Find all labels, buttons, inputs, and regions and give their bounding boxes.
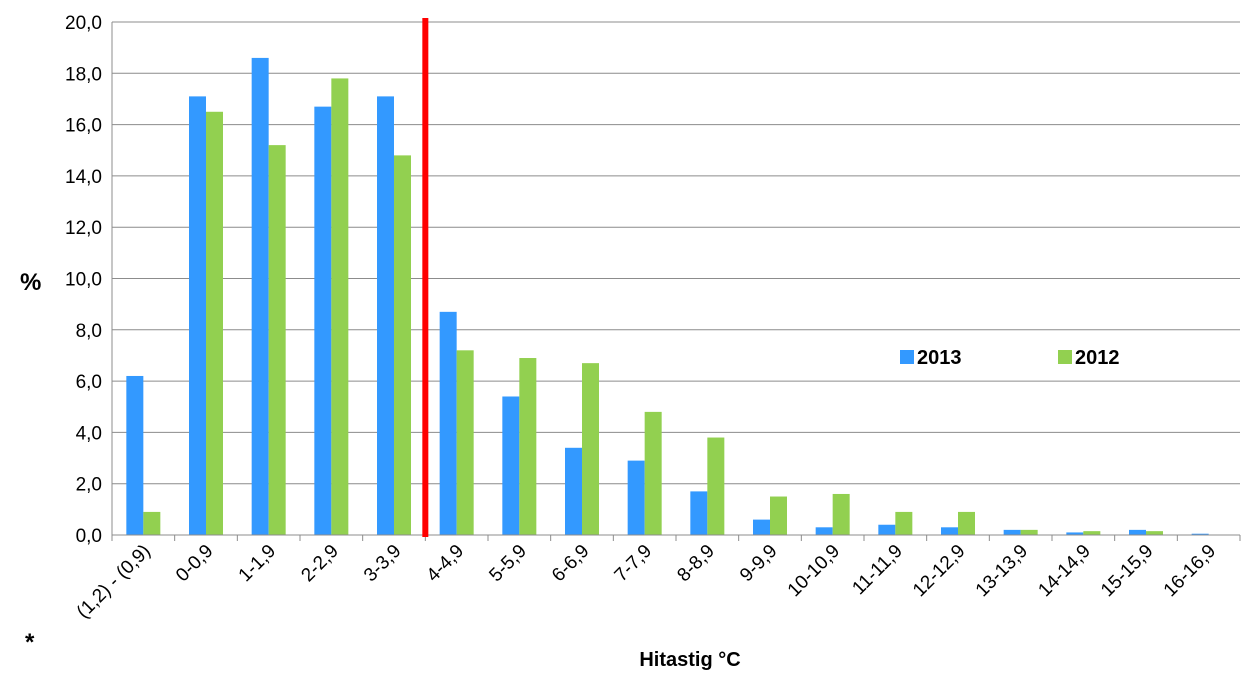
bar-2013 — [753, 519, 770, 535]
legend-swatch-2013 — [900, 350, 914, 364]
x-axis-title: Hitastig °C — [639, 649, 740, 671]
bar-2012 — [1020, 529, 1038, 535]
bar-2012 — [519, 358, 537, 535]
x-tick-label: 14-14,9 — [1034, 541, 1094, 601]
y-tick-label: 4,0 — [76, 423, 102, 444]
bar-2012 — [707, 437, 725, 535]
x-tick-label: (1,2) - (0,9) — [73, 541, 155, 623]
bar-2013 — [314, 106, 332, 536]
bar-2012 — [895, 511, 913, 535]
bar-2013 — [815, 527, 833, 535]
x-tick-label: 0-0,9 — [172, 541, 217, 586]
bar-2013 — [189, 96, 206, 535]
y-tick-label: 16,0 — [65, 116, 102, 137]
bar-2013 — [439, 311, 457, 535]
x-tick-label: 3-3,9 — [360, 541, 405, 586]
y-tick-label: 10,0 — [65, 270, 102, 291]
bar-2013 — [1003, 529, 1021, 535]
y-tick-label: 20,0 — [65, 13, 102, 34]
bar-2012 — [644, 411, 662, 535]
legend-label-2013: 2013 — [917, 347, 962, 369]
x-tick-label: 1-1,9 — [235, 541, 280, 586]
bar-2012 — [143, 511, 161, 535]
x-tick-label: 8-8,9 — [673, 541, 718, 586]
bar-2012 — [268, 145, 286, 535]
x-tick-label: 11-11,9 — [848, 541, 906, 599]
y-tick-label: 12,0 — [65, 218, 102, 239]
bar-2012 — [331, 78, 349, 536]
y-tick-label: 2,0 — [76, 475, 102, 496]
x-tick-label: 6-6,9 — [548, 541, 593, 586]
bar-2013 — [878, 524, 896, 535]
bar-2012 — [582, 363, 599, 535]
y-axis-title: % — [20, 269, 41, 296]
bar-2012 — [958, 511, 975, 535]
bar-2013 — [941, 527, 958, 535]
x-tick-label: 12-12,9 — [909, 541, 969, 601]
bar-2013 — [1191, 533, 1209, 535]
x-tick-labels: (1,2) - (0,9) 0-0,9 1-1,9 2-2,9 3-3,9 4-4,9 5-… — [73, 541, 1220, 623]
x-tick-label: 2-2,9 — [297, 541, 342, 586]
bar-2013 — [251, 57, 269, 535]
y-tick-label: 18,0 — [65, 64, 102, 85]
bar-2013 — [627, 460, 645, 535]
axes — [111, 18, 1241, 541]
bar-2013 — [565, 447, 582, 535]
y-tick-label: 0,0 — [76, 526, 102, 547]
bar-2013 — [502, 396, 520, 535]
x-tick-label: 10-10,9 — [784, 541, 844, 601]
bars — [126, 57, 1209, 536]
bar-2013 — [377, 96, 394, 535]
bar-2012 — [456, 350, 474, 535]
x-tick-label: 15-15,9 — [1097, 541, 1157, 601]
bar-2012 — [394, 155, 411, 535]
y-tick-label: 14,0 — [65, 167, 102, 188]
bar-2012 — [1083, 531, 1101, 535]
bar-2013 — [1066, 532, 1084, 535]
y-tick-label: 8,0 — [76, 321, 102, 342]
y-tick-label: 6,0 — [76, 372, 102, 393]
x-tick-label: 4-4,9 — [423, 541, 468, 586]
x-tick-label: 5-5,9 — [485, 541, 530, 586]
bar-2013 — [690, 491, 708, 535]
bar-2013 — [1129, 529, 1146, 535]
bar-2012 — [206, 111, 223, 536]
red-marker-line — [422, 18, 429, 537]
legend: 2013 2012 — [900, 347, 1120, 369]
x-tick-label: 9-9,9 — [736, 541, 781, 586]
x-tick-label: 13-13,9 — [972, 541, 1032, 601]
bar-2012 — [770, 496, 787, 535]
bar-2012 — [1146, 531, 1163, 535]
x-tick-label: 16-16,9 — [1160, 541, 1220, 601]
bar-2012 — [832, 493, 850, 535]
x-tick-label: 7-7,9 — [611, 541, 656, 586]
footnote-asterisk: * — [25, 629, 35, 656]
legend-label-2012: 2012 — [1075, 347, 1120, 369]
legend-swatch-2012 — [1058, 350, 1072, 364]
y-tick-labels: 0,0 2,0 4,0 6,0 8,0 10,0 12,0 14,0 16,0 18,0 20,0 — [65, 13, 102, 547]
gridlines — [112, 21, 1240, 485]
bar-2013 — [126, 375, 144, 535]
